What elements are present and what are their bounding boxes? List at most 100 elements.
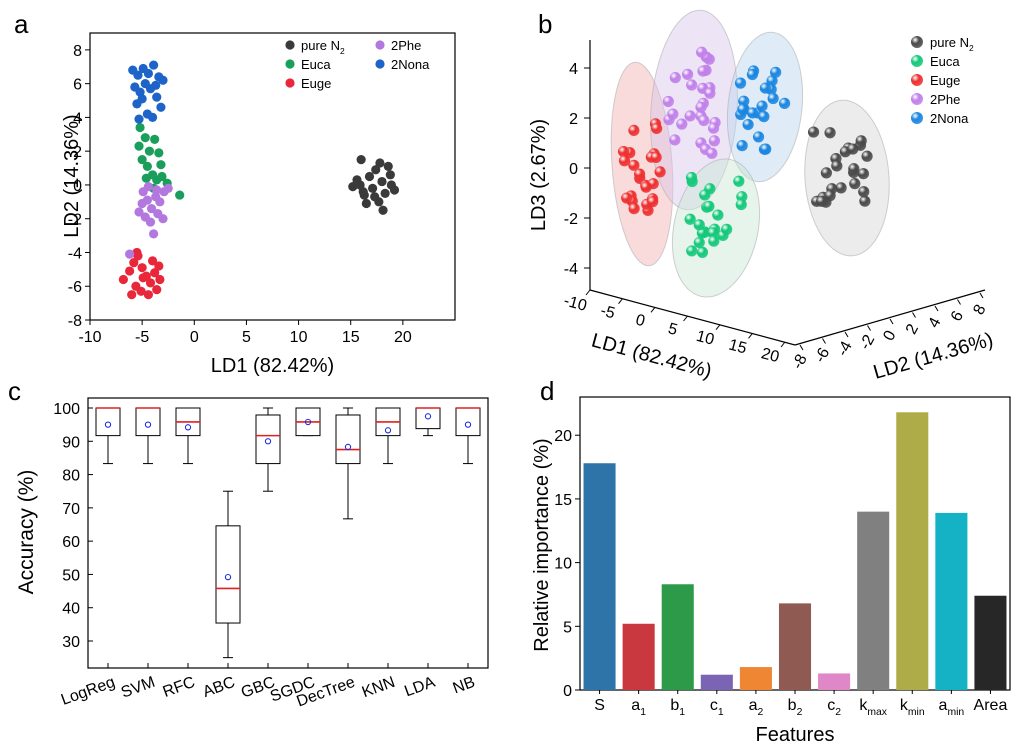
box-rfc <box>175 407 201 465</box>
data-point <box>144 146 155 156</box>
y-tick-label: 5 <box>563 619 572 636</box>
bar <box>896 412 929 690</box>
legend-label-text: Euge <box>301 76 331 91</box>
data-point <box>385 170 395 180</box>
data-point <box>157 171 167 182</box>
y-tick-label: 0 <box>73 178 82 195</box>
x-tick <box>650 307 656 313</box>
data-point <box>696 46 708 58</box>
data-point <box>141 173 151 183</box>
data-point <box>752 131 765 143</box>
x-tick-label-text: a <box>749 697 758 714</box>
x-tick-label: 15 <box>342 329 360 346</box>
data-point <box>708 235 720 247</box>
y-axis-label: Accuracy (%) <box>15 470 38 595</box>
plot-frame <box>87 397 489 669</box>
legend-label: Euge <box>930 73 960 88</box>
plot-frame <box>89 32 456 321</box>
data-point <box>770 66 782 78</box>
box-body <box>415 407 441 430</box>
data-point <box>358 187 368 197</box>
x-tick-label: -10 <box>78 329 101 346</box>
x-tick-label: NB <box>451 674 478 698</box>
data-point <box>707 227 719 239</box>
x-tick-label-text: a <box>939 697 948 714</box>
data-point <box>698 114 710 127</box>
x-tick-label: 20 <box>759 345 781 366</box>
data-point <box>696 246 709 258</box>
data-point <box>848 163 860 175</box>
y-tick-label: 2 <box>903 321 922 337</box>
mean-marker <box>264 438 272 445</box>
data-point <box>129 258 139 268</box>
legend-label-text: 2Nona <box>930 111 969 126</box>
data-point <box>151 80 161 90</box>
data-point <box>140 133 150 143</box>
x-tick-label-subscript: 1 <box>640 707 646 718</box>
data-point <box>640 181 652 193</box>
legend-label-text: pure N <box>930 35 969 50</box>
y-tick-label: 0 <box>563 683 572 700</box>
mean-marker <box>304 418 312 426</box>
data-point <box>383 161 393 171</box>
x-tick-label-text: c <box>827 697 835 714</box>
x-tick <box>585 289 591 296</box>
legend-label-subscript: 2 <box>340 46 345 56</box>
x-tick-label-text: Area <box>974 697 1008 714</box>
data-point <box>695 101 707 113</box>
data-point <box>132 247 142 258</box>
data-point <box>137 198 147 209</box>
data-point <box>686 245 698 257</box>
data-point <box>621 192 633 204</box>
data-point <box>758 111 770 123</box>
data-point <box>857 168 870 180</box>
legend-marker <box>285 40 295 50</box>
y-tick-label: 60 <box>62 534 80 551</box>
x-tick-label: ABC <box>201 674 238 701</box>
box-body <box>255 414 281 465</box>
data-point <box>154 148 164 158</box>
y-tick-label: 6 <box>73 77 82 94</box>
x-tick-label-subscript: 2 <box>757 707 763 718</box>
x-tick-label-subscript: min <box>908 707 925 718</box>
data-point <box>377 176 387 187</box>
data-point <box>163 183 173 193</box>
box-dectree <box>335 407 361 520</box>
data-point <box>356 155 366 165</box>
bar <box>583 463 616 690</box>
data-point <box>760 143 772 155</box>
data-point <box>149 60 159 70</box>
x-tick-label: S <box>594 697 605 714</box>
x-tick-label-subscript: 2 <box>835 707 841 718</box>
data-point <box>742 118 754 131</box>
data-point <box>824 127 836 139</box>
data-point <box>137 155 147 165</box>
data-point <box>127 290 137 300</box>
x-tick-label-subscript: min <box>947 707 964 718</box>
legend-label-text: 2Phe <box>930 92 960 107</box>
box-gbc <box>255 407 281 492</box>
data-point <box>375 158 385 168</box>
data-point <box>137 94 147 104</box>
data-point <box>693 219 705 231</box>
x-tick-label: c2 <box>827 697 841 718</box>
x-tick-label: 5 <box>242 329 251 346</box>
x-tick-label: KNN <box>360 674 398 702</box>
data-point <box>756 100 768 112</box>
x-tick-label: 15 <box>727 336 749 357</box>
data-point <box>778 97 791 109</box>
y-tick-label: -6 <box>68 279 82 296</box>
box-logreg <box>95 407 121 465</box>
x-tick <box>618 298 623 304</box>
x-tick-label-subscript: 1 <box>718 707 724 718</box>
data-point <box>364 171 375 182</box>
data-point <box>703 200 715 212</box>
data-point <box>361 198 371 209</box>
panel-label-b: b <box>538 9 552 39</box>
data-point <box>704 87 716 99</box>
data-point <box>136 286 146 296</box>
data-point <box>712 209 724 221</box>
data-point <box>634 168 646 180</box>
